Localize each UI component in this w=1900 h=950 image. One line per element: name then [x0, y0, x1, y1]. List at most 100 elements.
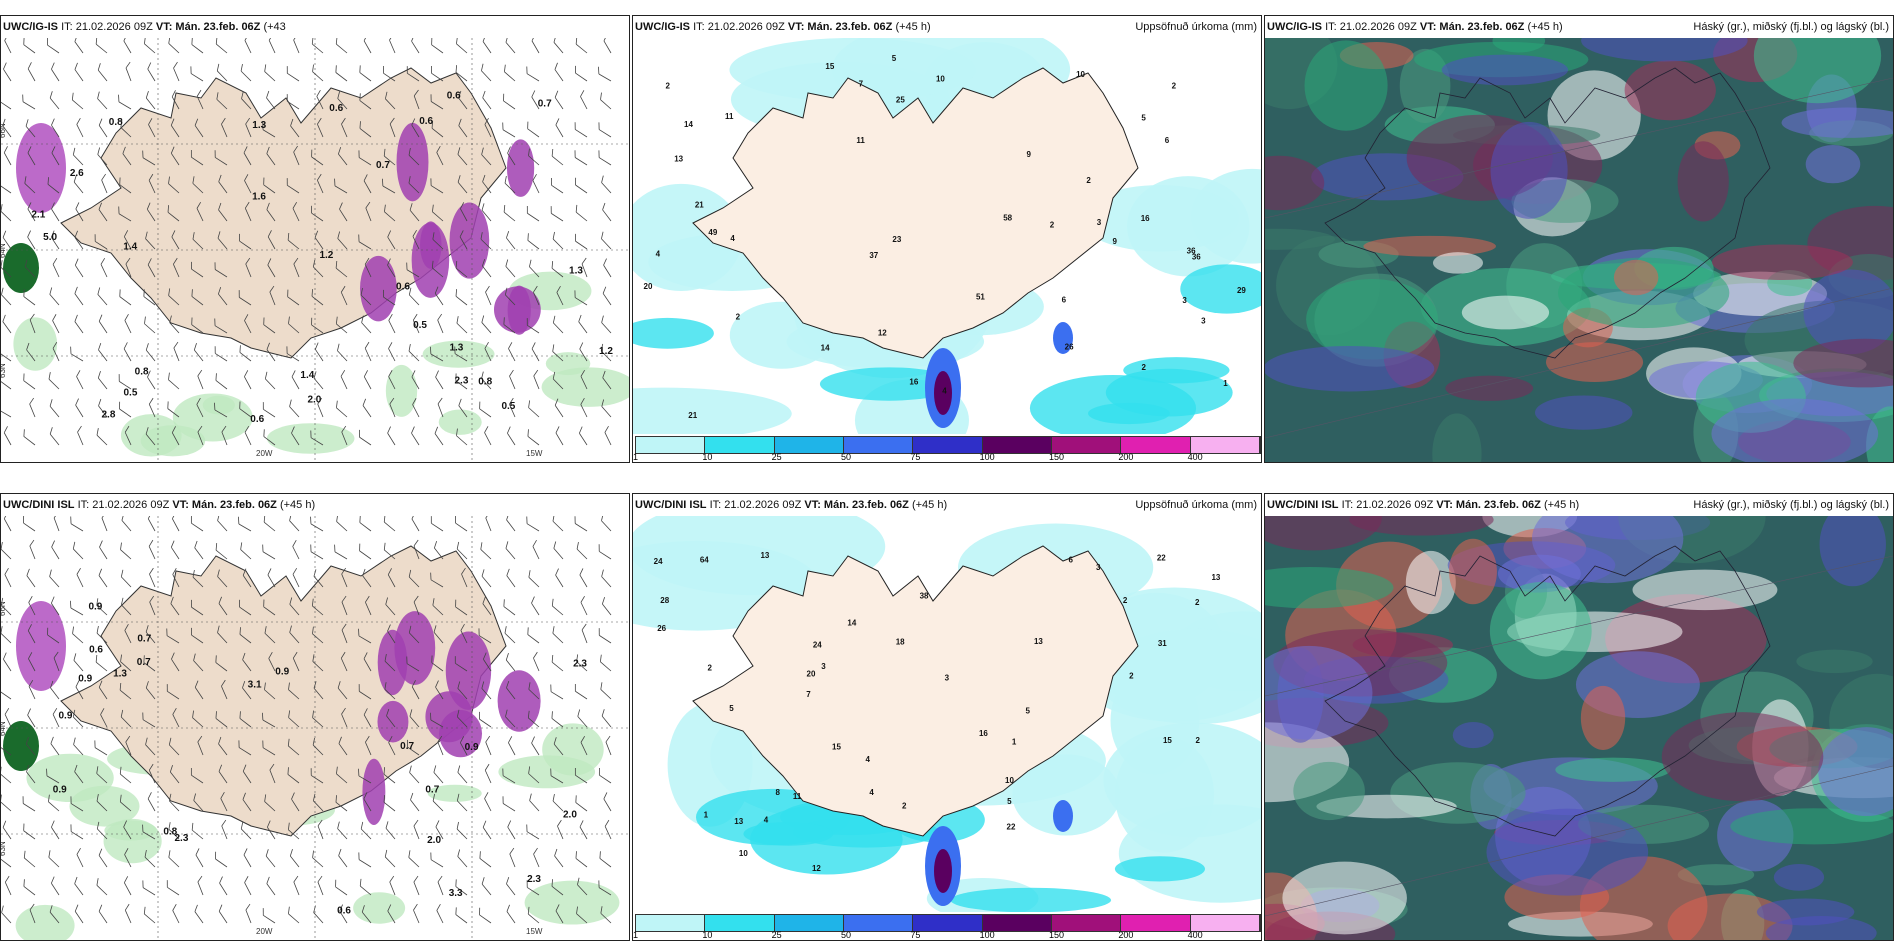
- wind-barb: [292, 651, 300, 672]
- precip-value-label: 5: [729, 704, 734, 713]
- wind-barb: [482, 90, 492, 110]
- panel-header: UWC/DINI ISL IT: 21.02.2026 09Z VT: Mán.…: [1, 494, 629, 516]
- wind-barb: [168, 737, 180, 756]
- barb-shaft: [289, 632, 300, 644]
- wind-barb: [96, 626, 108, 644]
- wind-barb: [387, 904, 396, 924]
- barb-shaft: [317, 124, 324, 138]
- wind-barb: [243, 146, 252, 166]
- barb-shaft: [553, 548, 564, 560]
- barb-shaft: [335, 886, 348, 896]
- wind-barb: [266, 146, 276, 166]
- barb-shaft: [262, 551, 276, 560]
- barb-flag: [408, 850, 411, 858]
- barb-shaft: [485, 741, 492, 756]
- barb-flag: [455, 516, 456, 524]
- wind-barb: [173, 341, 180, 362]
- barb-flag: [555, 568, 559, 576]
- snow-area: [439, 710, 483, 758]
- barb-flag: [431, 38, 433, 45]
- legend-tick-label: 75: [910, 930, 921, 940]
- barb-shaft: [388, 742, 396, 756]
- barb-shaft: [365, 207, 372, 222]
- barb-shaft: [574, 523, 588, 532]
- legend-tick-label: 150: [1049, 452, 1065, 462]
- wind-barb: [526, 516, 540, 532]
- wind-barb: [408, 569, 420, 588]
- wind-value-label: 2.8: [101, 410, 115, 421]
- barb-shaft: [431, 44, 444, 54]
- wind-barb: [531, 342, 540, 362]
- barb-flag: [435, 820, 440, 828]
- wind-barb: [191, 627, 204, 644]
- wind-barb: [292, 201, 300, 222]
- barb-flag: [411, 38, 415, 42]
- barb-flag: [266, 90, 270, 99]
- barb-shaft: [1, 773, 12, 784]
- barb-flag: [553, 737, 557, 745]
- barb-shaft: [601, 322, 612, 334]
- barb-flag: [601, 569, 604, 577]
- barb-flag: [96, 626, 99, 634]
- barb-flag: [25, 737, 29, 745]
- barb-shaft: [479, 858, 492, 868]
- barb-flag: [458, 118, 462, 126]
- barb-shaft: [124, 320, 132, 334]
- wind-barb: [98, 314, 108, 334]
- barb-flag: [215, 543, 218, 551]
- barb-shaft: [263, 606, 276, 616]
- wind-barb: [143, 655, 156, 672]
- barb-shaft: [1, 380, 12, 390]
- wind-barb: [76, 370, 84, 390]
- barb-flag: [147, 258, 152, 265]
- barb-flag: [409, 203, 413, 211]
- barb-shaft: [264, 689, 276, 700]
- wind-value-label: 0.6: [447, 91, 461, 102]
- barb-shaft: [51, 883, 60, 896]
- wind-barb: [341, 117, 348, 138]
- barb-flag: [123, 342, 128, 349]
- shower-area: [438, 409, 482, 435]
- cloud-layer-patch: [1661, 712, 1824, 802]
- barb-shaft: [316, 180, 324, 194]
- precip-max-area: [934, 371, 952, 415]
- wind-barb: [216, 92, 228, 110]
- cloud-layer-patch: [1363, 235, 1496, 257]
- barb-shaft: [528, 407, 540, 418]
- barb-flag: [197, 735, 203, 743]
- barb-shaft: [601, 182, 612, 194]
- wind-barb: [3, 426, 12, 446]
- wind-barb: [1, 542, 12, 560]
- wind-barb: [97, 287, 108, 306]
- barb-shaft: [435, 376, 444, 390]
- wind-barb: [288, 682, 300, 700]
- precip-value-label: 11: [725, 112, 734, 121]
- barb-shaft: [527, 436, 540, 446]
- wind-barb: [553, 737, 564, 756]
- cloud-layer-patch: [1866, 406, 1893, 462]
- barb-shaft: [96, 605, 108, 616]
- barb-flag: [334, 178, 336, 186]
- barb-flag: [192, 710, 194, 718]
- wind-barb: [50, 736, 60, 756]
- barb-flag: [457, 849, 461, 857]
- barb-shaft: [554, 69, 564, 82]
- legend-tick-label: 50: [841, 930, 852, 940]
- barb-shaft: [364, 264, 372, 278]
- barb-flag: [506, 516, 510, 520]
- barb-shaft: [598, 129, 612, 138]
- barb-flag: [317, 173, 322, 181]
- barb-shaft: [413, 95, 420, 110]
- wind-value-label: 0.6: [89, 645, 103, 656]
- barb-flag: [456, 709, 460, 717]
- cloud-layer-patch: [1555, 757, 1671, 782]
- barb-flag: [579, 342, 584, 350]
- barb-flag: [293, 257, 299, 265]
- precip-max-area: [1053, 322, 1073, 354]
- barb-flag: [484, 792, 489, 799]
- barb-flag: [292, 201, 298, 209]
- model-name: UWC/IG-IS: [1267, 21, 1322, 33]
- barb-shaft: [287, 239, 300, 250]
- barb-flag: [72, 147, 76, 155]
